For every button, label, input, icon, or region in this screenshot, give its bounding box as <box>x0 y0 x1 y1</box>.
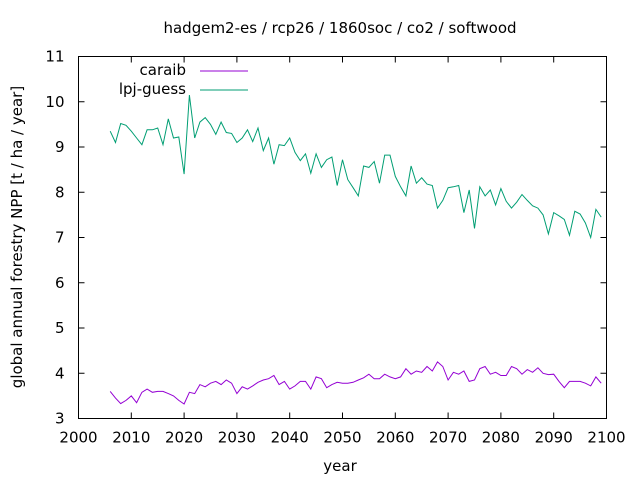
x-tick-label: 2060 <box>376 429 414 447</box>
y-tick-label: 8 <box>55 183 65 201</box>
x-tick-label: 2080 <box>482 429 520 447</box>
y-tick-label: 6 <box>55 274 65 292</box>
x-tick-label: 2000 <box>59 429 97 447</box>
legend-label: caraib <box>140 61 187 79</box>
y-tick-label: 5 <box>55 319 65 337</box>
y-tick-label: 4 <box>55 364 65 382</box>
x-tick-label: 2040 <box>271 429 309 447</box>
x-tick-label: 2070 <box>429 429 467 447</box>
y-tick-label: 3 <box>55 410 65 428</box>
x-tick-label: 2100 <box>587 429 625 447</box>
x-axis-label: year <box>323 457 357 475</box>
chart-title: hadgem2-es / rcp26 / 1860soc / co2 / sof… <box>163 19 516 37</box>
legend-label: lpj-guess <box>119 80 186 98</box>
y-axis-label: global annual forestry NPP [t / ha / yea… <box>8 86 26 388</box>
x-tick-label: 2020 <box>165 429 203 447</box>
y-tick-label: 11 <box>45 48 64 66</box>
x-tick-label: 2090 <box>535 429 573 447</box>
y-tick-label: 9 <box>55 138 65 156</box>
x-tick-label: 2010 <box>112 429 150 447</box>
series-line-lpj-guess <box>109 94 602 240</box>
plot-frame <box>78 56 607 419</box>
series-line-caraib <box>109 361 602 405</box>
y-tick-label: 7 <box>55 229 65 247</box>
x-tick-label: 2030 <box>218 429 256 447</box>
x-tick-label: 2050 <box>323 429 361 447</box>
y-tick-label: 10 <box>45 93 64 111</box>
